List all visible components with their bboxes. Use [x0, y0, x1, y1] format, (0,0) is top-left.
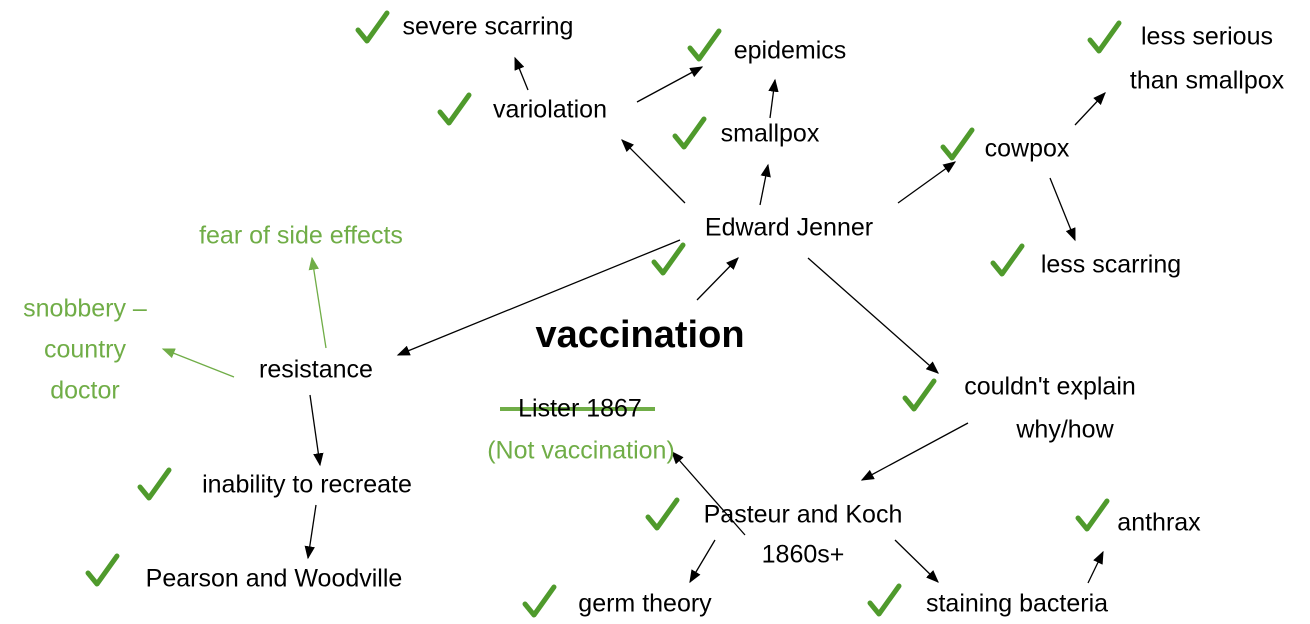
arrow	[309, 394, 324, 467]
arrows	[161, 56, 1106, 584]
node-label: fear of side effects	[199, 222, 403, 250]
checkmark	[85, 553, 120, 587]
node-label: resistance	[259, 356, 373, 384]
arrow	[759, 163, 771, 206]
checkmark	[651, 242, 686, 276]
arrow	[621, 139, 686, 204]
node-label: vaccination	[535, 314, 744, 356]
checkmarks	[85, 10, 1122, 618]
checkmark	[990, 243, 1025, 277]
checkmark	[672, 116, 707, 150]
checkmark	[1087, 20, 1122, 54]
arrow	[304, 504, 317, 560]
node-label: Lister 1867	[518, 395, 642, 423]
node-label: country	[44, 336, 126, 364]
node-label: (Not vaccination)	[487, 437, 675, 465]
node-label: 1860s+	[762, 541, 845, 569]
node-label: inability to recreate	[202, 471, 412, 499]
arrow	[860, 422, 969, 481]
arrow	[1087, 550, 1104, 584]
node-label: why/how	[1015, 416, 1114, 444]
arrow	[308, 256, 327, 349]
node-label: less scarring	[1041, 251, 1181, 279]
checkmark	[645, 497, 680, 531]
checkmark	[522, 584, 557, 618]
checkmark	[902, 378, 937, 412]
checkmark	[137, 467, 172, 501]
arrow	[897, 161, 957, 204]
node-label: couldn't explain	[964, 373, 1136, 401]
labels: severe scarring epidemics less serious than…	[23, 13, 1284, 618]
node-label: epidemics	[734, 37, 847, 65]
arrow	[514, 56, 529, 91]
node-label: cowpox	[985, 135, 1070, 163]
arrow	[696, 257, 739, 301]
node-label: than smallpox	[1130, 67, 1285, 95]
node-label: doctor	[50, 377, 119, 405]
arrow	[1049, 177, 1076, 242]
checkmark	[867, 583, 902, 617]
checkmark	[687, 28, 722, 62]
arrow	[396, 239, 681, 356]
node-label: smallpox	[721, 120, 820, 148]
checkmark	[437, 92, 472, 126]
arrow	[671, 451, 746, 536]
checkmark	[940, 127, 975, 161]
arrow	[768, 78, 779, 119]
node-label: variolation	[493, 96, 607, 124]
node-label: Pasteur and Koch	[704, 501, 903, 529]
arrow	[807, 257, 939, 374]
arrow	[1074, 92, 1106, 126]
node-label: severe scarring	[403, 13, 574, 41]
node-label: Pearson and Woodville	[146, 565, 403, 593]
node-label: snobbery –	[23, 295, 147, 323]
arrow	[894, 539, 939, 583]
checkmark	[355, 10, 390, 44]
node-label: anthrax	[1117, 509, 1201, 537]
arrow	[636, 66, 704, 103]
checkmark	[1075, 498, 1110, 532]
node-label: germ theory	[578, 590, 712, 618]
node-label: Edward Jenner	[705, 214, 873, 242]
arrow	[161, 348, 235, 378]
arrow	[689, 539, 716, 584]
node-label: staining bacteria	[926, 590, 1108, 618]
node-label: less serious	[1141, 23, 1273, 51]
